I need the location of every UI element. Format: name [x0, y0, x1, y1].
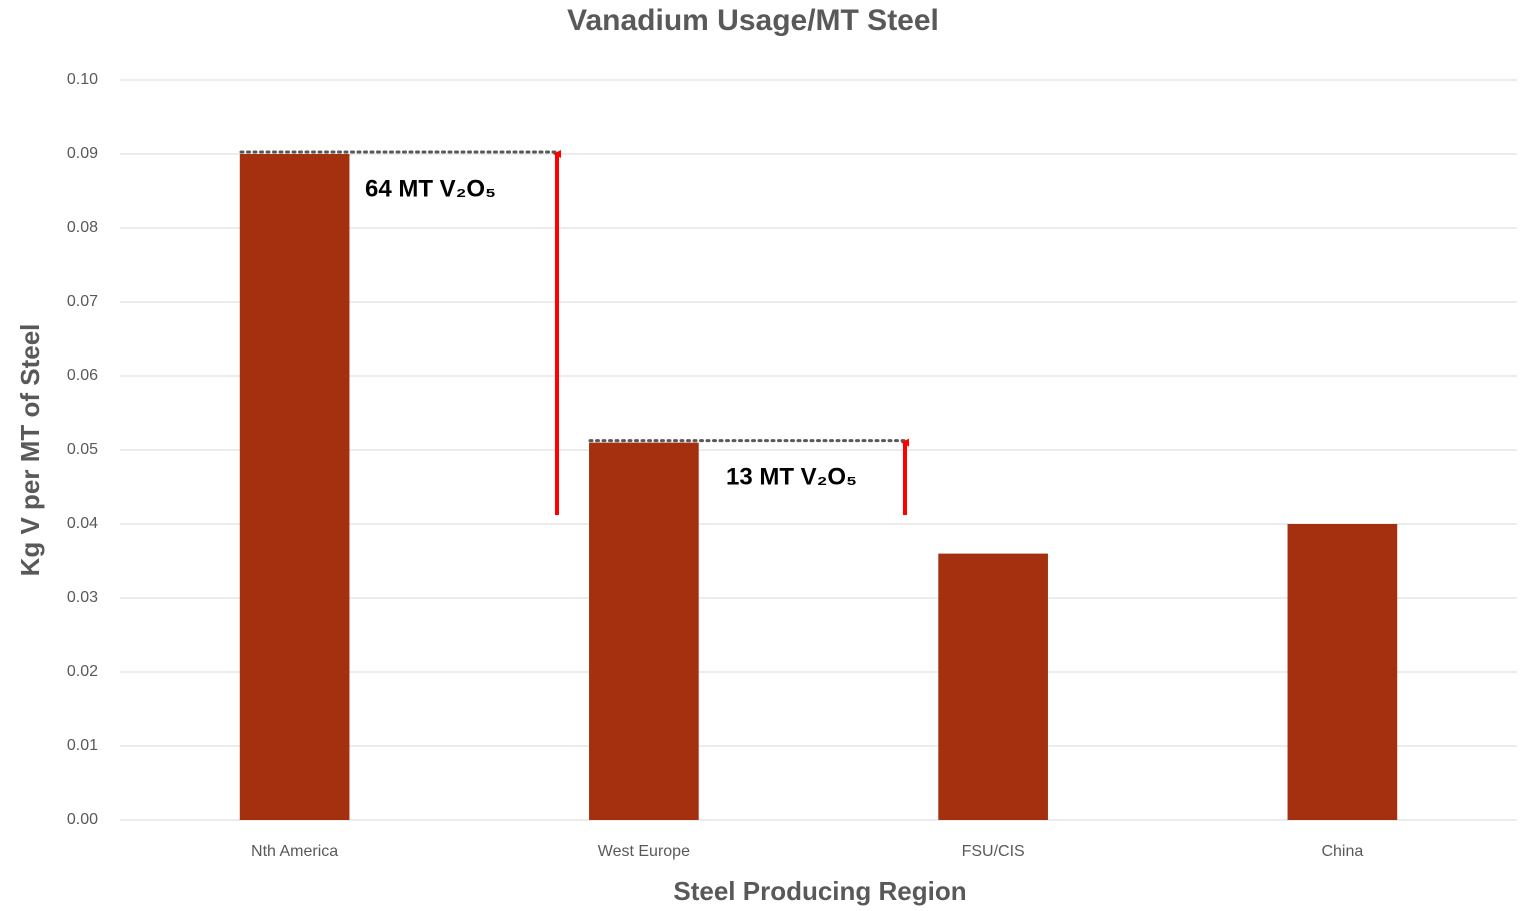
y-tick-label: 0.04: [67, 515, 98, 532]
y-tick-label: 0.10: [67, 71, 98, 88]
y-tick-label: 0.00: [67, 811, 98, 828]
x-tick-label: Nth America: [251, 843, 338, 860]
y-tick-label: 0.02: [67, 663, 98, 680]
y-axis-label: Kg V per MT of Steel: [15, 324, 45, 577]
y-tick-label: 0.01: [67, 737, 98, 754]
y-tick-label: 0.08: [67, 219, 98, 236]
x-tick-label: China: [1321, 843, 1363, 860]
bar: [589, 442, 699, 820]
annotation: 13 MT V₂O₅: [726, 463, 857, 490]
x-axis-label: Steel Producing Region: [673, 876, 966, 906]
x-tick-label: FSU/CIS: [962, 843, 1025, 860]
chart-title: Vanadium Usage/MT Steel: [567, 4, 939, 37]
y-tick-label: 0.03: [67, 589, 98, 606]
bar: [239, 154, 350, 820]
y-tick-label: 0.09: [67, 145, 98, 162]
y-tick-label: 0.06: [67, 367, 98, 384]
x-tick-label: West Europe: [598, 843, 690, 860]
bar: [1287, 524, 1398, 820]
y-tick-label: 0.07: [67, 293, 98, 310]
bar: [938, 553, 1048, 820]
annotation: 64 MT V₂O₅: [365, 175, 496, 202]
y-tick-label: 0.05: [67, 441, 98, 458]
